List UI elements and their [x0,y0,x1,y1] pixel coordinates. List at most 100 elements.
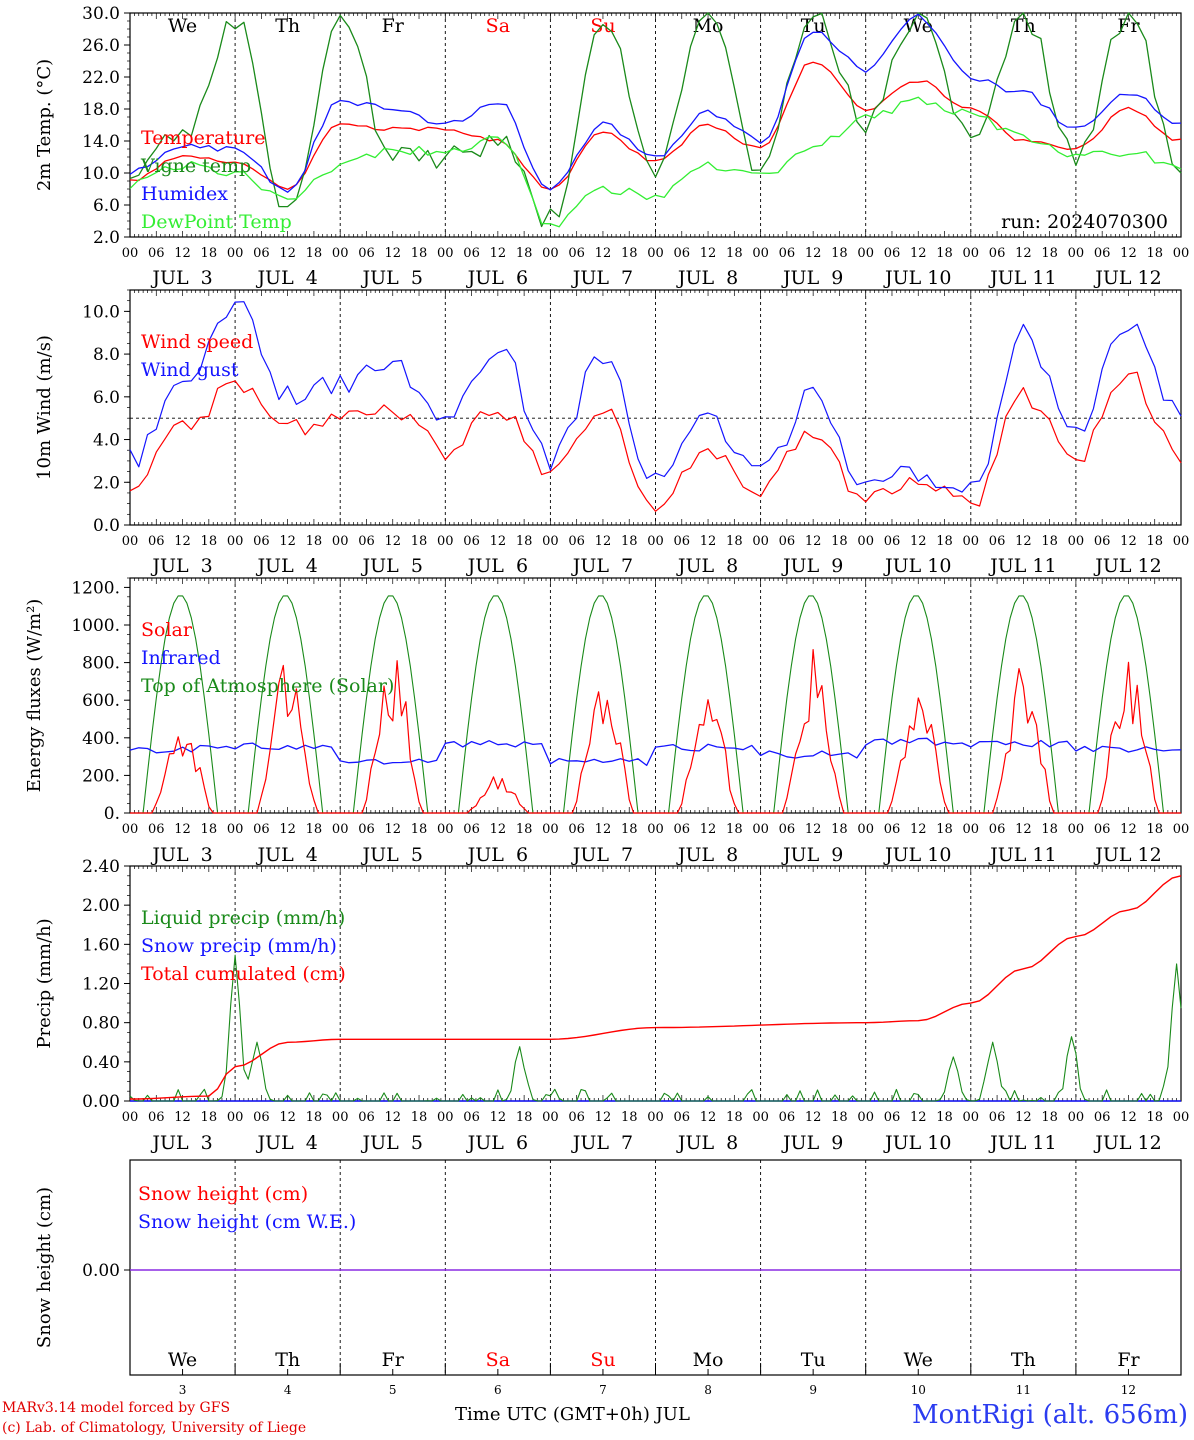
weekday-label: Th [275,15,300,37]
date-label: JUL 6 [466,267,528,289]
hour-tick-label: 18 [936,534,953,549]
hour-tick-label: 06 [989,822,1006,837]
y-tick-label: 2.0 [93,473,120,493]
hour-tick-label: 18 [1041,822,1058,837]
hour-tick-label: 06 [674,822,691,837]
hour-tick-label: 00 [227,1110,244,1125]
date-label: JUL 8 [676,555,738,577]
date-label: JUL 9 [781,267,843,289]
series-wind-speed [129,371,1182,512]
y-axis-label: 10m Wind (m/s) [34,335,55,480]
day-number-label: 7 [599,1383,607,1397]
hour-tick-label: 00 [752,246,769,261]
date-label: JUL 8 [676,267,738,289]
weekday-label: Th [1011,1349,1036,1371]
hour-tick-label: 12 [595,246,612,261]
y-tick-label: 2.0 [93,228,120,248]
hour-tick-label: 06 [674,534,691,549]
y-tick-label: 2.40 [82,857,120,877]
legend-humidex: Humidex [141,183,228,205]
hour-tick-label: 06 [884,246,901,261]
hour-tick-label: 00 [752,822,769,837]
hour-tick-label: 18 [516,534,533,549]
hour-tick-label: 00 [122,1110,139,1125]
date-label: JUL 10 [883,555,951,577]
y-axis-label: Precip (mm/h) [34,918,55,1048]
hour-tick-label: 00 [647,822,664,837]
hour-tick-label: 18 [831,1110,848,1125]
hour-tick-label: 12 [805,1110,822,1125]
hour-tick-label: 00 [542,822,559,837]
hour-tick-label: 18 [621,822,638,837]
hour-tick-label: 00 [1068,1110,1085,1125]
date-label: JUL 11 [988,844,1056,866]
hour-tick-label: 18 [621,534,638,549]
hour-tick-label: 06 [779,246,796,261]
y-tick-label: 2.00 [82,896,120,916]
weekday-label: Th [275,1349,300,1371]
hour-tick-label: 00 [437,822,454,837]
hour-tick-label: 06 [884,822,901,837]
panel-3: 0. 200. 400. 600. 800. 1000. 1200. Energy fluxe… [24,577,1189,866]
hour-tick-label: 00 [227,246,244,261]
hour-tick-label: 06 [1094,534,1111,549]
hour-tick-label: 18 [201,246,218,261]
hour-tick-label: 06 [1094,246,1111,261]
hour-tick-label: 06 [463,822,480,837]
y-tick-label: 0.00 [82,1092,120,1112]
weekday-label: Su [590,1349,615,1371]
date-label: JUL 4 [255,1132,317,1154]
weekday-label: We [168,15,197,37]
date-label: JUL 7 [571,555,633,577]
y-tick-label: 1200. [71,578,120,598]
weekday-label: Fr [382,1349,405,1371]
hour-tick-label: 12 [279,534,296,549]
hour-tick-label: 18 [621,1110,638,1125]
weekday-label: We [904,15,933,37]
hour-tick-label: 18 [726,246,743,261]
hour-tick-label: 12 [805,246,822,261]
hour-tick-label: 00 [857,246,874,261]
y-tick-label: 0.40 [82,1053,120,1073]
legend-wind-speed: Wind speed [141,331,253,353]
date-label: JUL 9 [781,844,843,866]
date-label: JUL 12 [1093,844,1161,866]
hour-tick-label: 06 [463,1110,480,1125]
hour-tick-label: 12 [279,246,296,261]
hour-tick-label: 00 [857,534,874,549]
y-tick-label: 0.0 [93,516,120,536]
date-label: JUL 7 [571,267,633,289]
hour-tick-label: 00 [963,246,980,261]
hour-tick-label: 12 [910,1110,927,1125]
plot-frame [129,12,1182,238]
hour-tick-label: 00 [1173,1110,1190,1125]
hour-tick-label: 12 [384,246,401,261]
hour-tick-label: 12 [805,534,822,549]
day-number-label: 6 [494,1383,502,1397]
panel-5: 0.00 Snow height (cm) We Th Fr Sa Su Mo Tu We Th Fr… [34,1159,1182,1397]
hour-tick-label: 18 [1041,1110,1058,1125]
hour-tick-label: 06 [989,534,1006,549]
date-label: JUL 10 [883,1132,951,1154]
series-liquid-precip [129,954,1182,1102]
hour-tick-label: 12 [1015,1110,1032,1125]
hour-tick-label: 06 [568,534,585,549]
weekday-label: Fr [1117,15,1140,37]
weekday-label: Sa [486,1349,510,1371]
date-label: JUL 3 [150,1132,212,1154]
hour-tick-label: 06 [779,822,796,837]
hour-tick-label: 06 [358,1110,375,1125]
hour-tick-label: 18 [306,246,323,261]
y-axis-label: 2m Temp. (°C) [34,59,55,191]
hour-tick-label: 06 [1094,1110,1111,1125]
hour-tick-label: 18 [1146,822,1163,837]
hour-tick-label: 18 [516,822,533,837]
hour-tick-label: 18 [201,534,218,549]
legend-liquid-precip-mm-h-: Liquid precip (mm/h) [141,907,345,929]
series-humidex [129,13,1182,193]
date-label: JUL 3 [150,267,212,289]
hour-tick-label: 06 [779,1110,796,1125]
hour-tick-label: 00 [332,1110,349,1125]
hour-tick-label: 12 [700,1110,717,1125]
